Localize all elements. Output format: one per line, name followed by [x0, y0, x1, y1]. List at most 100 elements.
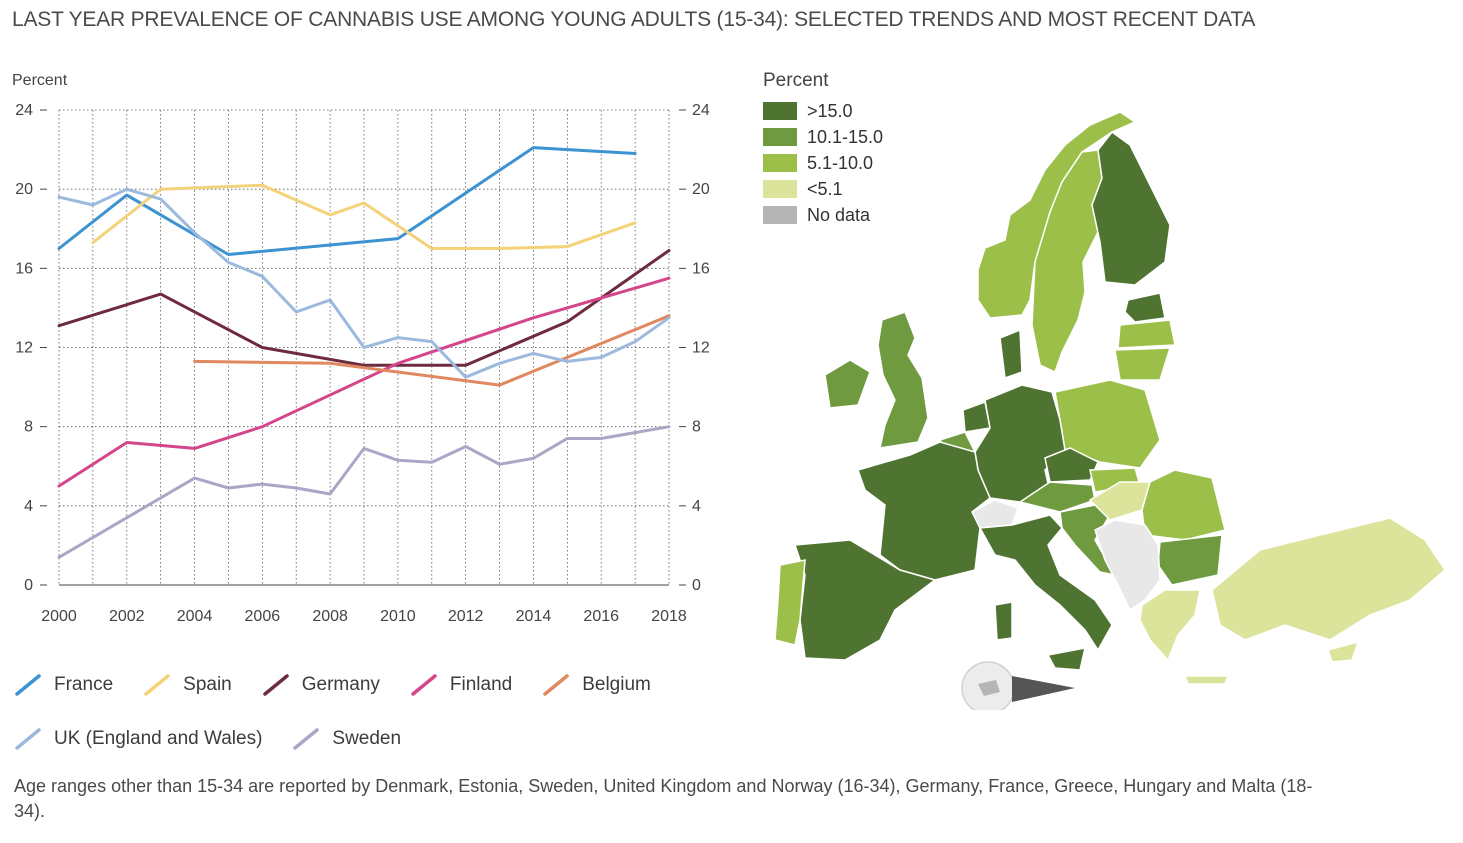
map-region-austria: [1018, 481, 1096, 513]
legend-label: UK (England and Wales): [54, 728, 263, 749]
map-legend-items: >15.0 10.1-15.0 5.1-10.0 <5.1 No data: [763, 98, 883, 228]
y-tick-label-right: 20: [692, 181, 710, 198]
map-region-norway: [977, 111, 1137, 319]
malta-inset-pointer: [1012, 676, 1075, 702]
legend-label: Sweden: [332, 728, 402, 749]
y-tick-label-right: 4: [692, 498, 701, 515]
legend-item: UK (England and Wales): [14, 726, 262, 752]
map-region-finland: [1091, 130, 1171, 286]
series-line-finland: [57, 276, 671, 488]
legend-item: Belgium: [542, 672, 651, 698]
legend-label: Belgium: [582, 674, 651, 695]
map-region-crete: [1183, 675, 1230, 685]
map-legend-item: <5.1: [763, 176, 883, 202]
legend-item: Finland: [410, 672, 512, 698]
chart-axes: 0 0 4 4 8 8 12 12 16 16 20 20 24 24 2000 2002 2004 2006 20…: [15, 102, 710, 625]
legend-label: France: [54, 674, 114, 695]
footnote: Age ranges other than 15-34 are reported…: [14, 776, 1313, 821]
map-region-uk: [877, 311, 929, 449]
y-tick-label-right: 8: [692, 419, 701, 436]
legend-swatch: [411, 674, 437, 696]
series-line-spain: [91, 183, 637, 250]
y-tick-label-left: 12: [15, 340, 33, 357]
map-region-romania: [1141, 469, 1226, 541]
map-region-ireland: [824, 359, 871, 409]
y-tick-label-left: 24: [15, 102, 33, 119]
map-legend-item: 5.1-10.0: [763, 150, 883, 176]
map-legend-swatch: [763, 128, 797, 146]
y-tick-label-right: 12: [692, 340, 710, 357]
y-tick-label-left: 4: [24, 498, 33, 515]
map-legend: Percent >15.0 10.1-15.0 5.1-10.0 <5.1 No dat…: [763, 70, 883, 228]
map-region-greece: [1139, 589, 1201, 662]
map-legend-label: >15.0: [807, 100, 853, 121]
map-region-turkey: [1211, 517, 1446, 641]
map-legend-swatch: [763, 102, 797, 120]
x-tick-label: 2014: [516, 608, 552, 625]
map-legend-label: No data: [807, 204, 871, 225]
series-line-france: [57, 146, 637, 256]
y-tick-label-right: 16: [692, 260, 710, 277]
map-region-balkans: [1094, 519, 1161, 612]
y-tick-label-left: 8: [24, 419, 33, 436]
map-region-cyprus: [1327, 640, 1360, 663]
series-line-sweden: [57, 425, 671, 559]
map-region-lithuania: [1114, 347, 1172, 381]
map-legend-label: <5.1: [807, 178, 843, 199]
legend-swatch: [543, 674, 569, 696]
legend-item: Germany: [262, 672, 380, 698]
legend-item: Spain: [143, 672, 232, 698]
map-region-estonia: [1124, 292, 1166, 323]
map-region-portugal: [774, 559, 806, 646]
series-line-uk-england-and-wales: [57, 187, 671, 379]
series-line-germany: [57, 249, 671, 367]
map-legend-item: 10.1-15.0: [763, 124, 883, 150]
x-tick-label: 2012: [448, 608, 484, 625]
map-legend-swatch: [763, 154, 797, 172]
y-tick-label-left: 20: [15, 181, 33, 198]
x-tick-label: 2010: [380, 608, 416, 625]
map-region-sardinia: [994, 601, 1013, 641]
map-legend-item: >15.0: [763, 98, 883, 124]
line-chart: 0 0 4 4 8 8 12 12 16 16 20 20 24 24 2000 2002 2004 2006 20…: [12, 72, 710, 625]
map-legend-label: 5.1-10.0: [807, 152, 874, 173]
series-line-belgium: [193, 314, 671, 387]
map-region-sicily: [1046, 647, 1086, 671]
legend-swatch: [293, 728, 320, 750]
y-axis-label: Percent: [12, 72, 68, 89]
legend-label: Spain: [183, 674, 232, 695]
x-tick-label: 2006: [245, 608, 281, 625]
map-region-latvia: [1117, 319, 1176, 349]
map-legend-label: 10.1-15.0: [807, 126, 884, 147]
legend-label: Finland: [449, 674, 513, 695]
map-region-italy: [978, 514, 1113, 652]
x-tick-label: 2004: [177, 608, 213, 625]
map-legend-title: Percent: [763, 70, 829, 91]
y-tick-label-right: 24: [692, 102, 710, 119]
legend-swatch: [15, 674, 41, 696]
legend-item: Sweden: [292, 726, 401, 752]
x-tick-label: 2016: [583, 608, 619, 625]
legend-swatch: [15, 728, 41, 750]
y-tick-label-left: 0: [24, 577, 33, 594]
legend-item: France: [14, 672, 113, 698]
map-region-malta: [978, 680, 1000, 696]
x-tick-label: 2000: [41, 608, 77, 625]
x-tick-label: 2008: [312, 608, 348, 625]
map-region-sweden: [1031, 149, 1103, 374]
map-legend-item: No data: [763, 202, 883, 228]
y-tick-label-right: 0: [692, 577, 701, 594]
map-legend-swatch: [763, 206, 797, 224]
legend-label: Germany: [301, 674, 380, 695]
x-tick-label: 2018: [651, 608, 687, 625]
y-tick-label-left: 16: [15, 260, 33, 277]
legend-swatch: [144, 674, 170, 696]
legend-swatch: [263, 674, 289, 696]
map-region-bulgaria: [1157, 534, 1223, 586]
chart-legend: France Spain Germany Finland Belgium UK (Engl…: [14, 672, 714, 752]
chart-series: [57, 146, 671, 559]
chart-title: LAST YEAR PREVALENCE OF CANNABIS USE AMO…: [12, 8, 1256, 31]
europe-map: [774, 111, 1446, 710]
map-region-denmark: [999, 328, 1023, 380]
map-legend-swatch: [763, 180, 797, 198]
